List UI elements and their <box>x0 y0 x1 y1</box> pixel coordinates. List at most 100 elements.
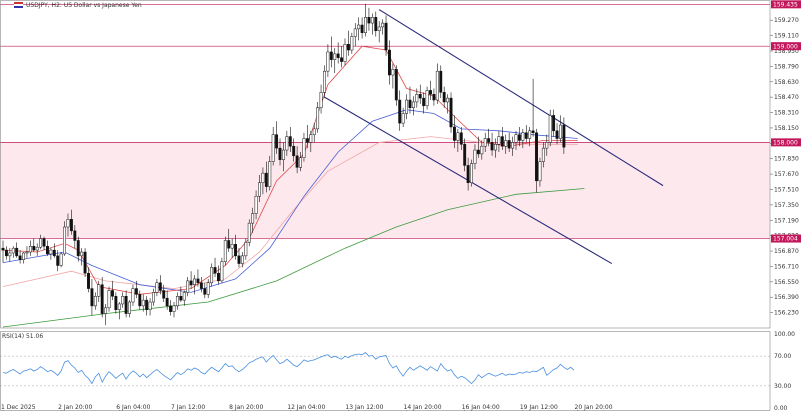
rsi-header: RSI(14) 51.06 <box>2 333 43 340</box>
sma-slow-line <box>2 188 585 328</box>
candle-body <box>381 22 385 28</box>
channel-upper-line <box>378 9 664 187</box>
candle-body <box>384 22 388 51</box>
candle-body <box>545 142 549 149</box>
candle-body <box>220 261 224 282</box>
candle-body <box>158 282 162 291</box>
candle-body <box>1 247 5 251</box>
candle-body <box>134 288 138 295</box>
candle-body <box>367 17 371 24</box>
candle-body <box>165 297 169 307</box>
candle-body <box>562 124 566 148</box>
candle-body <box>343 43 347 62</box>
candle-body <box>487 138 491 143</box>
chart-header: USDJPY, H2: US Dollar vs Japanese Yen <box>14 2 142 9</box>
candle-body <box>124 296 128 314</box>
candle-body <box>415 94 419 103</box>
candle-body <box>90 288 94 307</box>
price-level-tag <box>771 234 801 243</box>
x-tick-label: 8 Jan 20:00 <box>229 404 263 411</box>
candle-body <box>49 249 53 255</box>
candle-body <box>377 26 381 32</box>
candle-body <box>93 296 97 307</box>
y-tick-label: 158.790 <box>774 63 799 70</box>
candle-body <box>271 134 275 162</box>
y-tick-label: 159.270 <box>774 17 799 24</box>
candle-body <box>401 113 405 124</box>
candle-body <box>394 69 398 101</box>
candle-body <box>548 115 552 143</box>
candle-body <box>4 249 8 257</box>
y-tick-label: 157.350 <box>774 202 799 209</box>
candle-body <box>152 292 155 303</box>
candle-body <box>281 149 285 160</box>
rsi-tick-label: 30.00 <box>774 383 791 390</box>
y-tick-label: 158.150 <box>774 125 799 132</box>
candle-body <box>199 282 203 289</box>
candle-body <box>391 69 395 76</box>
candle-body <box>22 252 25 260</box>
candle-body <box>323 70 326 93</box>
candle-body <box>490 142 494 151</box>
candle-body <box>295 155 299 168</box>
candle-body <box>32 245 36 251</box>
candle-body <box>230 244 234 249</box>
x-tick-label: 1 Dec 2025 <box>1 404 36 411</box>
y-tick-label: 158.310 <box>774 110 799 117</box>
candle-body <box>329 51 333 60</box>
y-tick-label: 156.230 <box>774 310 799 317</box>
candle-body <box>275 134 279 149</box>
candle-body <box>268 161 272 187</box>
candle-body <box>186 280 190 293</box>
candle-body <box>28 245 32 253</box>
y-tick-label: 156.710 <box>774 263 799 270</box>
candle-body <box>552 115 556 132</box>
y-tick-label: 156.390 <box>774 294 799 301</box>
candle-body <box>446 97 450 103</box>
candle-body <box>538 161 542 182</box>
candle-body <box>213 267 217 274</box>
candle-body <box>42 238 46 247</box>
candle-body <box>46 245 49 255</box>
y-tick-label: 159.110 <box>774 33 799 40</box>
candle-body <box>473 149 477 164</box>
candle-body <box>182 292 186 301</box>
candle-body <box>463 144 467 166</box>
candle-body <box>521 132 525 141</box>
candle-body <box>346 43 350 51</box>
candle-body <box>459 132 463 145</box>
x-tick-label: 6 Jan 04:00 <box>116 404 150 411</box>
candle-body <box>466 165 470 184</box>
y-tick-label: 157.830 <box>774 156 799 163</box>
candle-body <box>15 247 19 257</box>
candle-body <box>422 97 426 107</box>
y-tick-label: 157.510 <box>774 186 799 193</box>
candle-body <box>480 145 484 155</box>
candle-body <box>59 253 63 266</box>
x-tick-label: 2 Jan 20:00 <box>58 404 92 411</box>
candle-body <box>405 99 409 114</box>
candle-body <box>244 242 248 257</box>
candle-body <box>117 303 121 310</box>
candle-body <box>497 136 501 145</box>
candle-body <box>148 301 152 310</box>
candle-body <box>360 24 364 33</box>
candle-body <box>514 134 518 143</box>
candle-body <box>507 140 511 149</box>
candle-body <box>39 238 43 248</box>
candle-body <box>425 90 429 107</box>
candle-body <box>439 70 443 93</box>
rsi-line <box>2 351 575 385</box>
y-tick-label: 157.670 <box>774 171 799 178</box>
candle-body <box>162 290 166 299</box>
candle-body <box>66 219 70 228</box>
candle-body <box>237 255 241 264</box>
candle-body <box>261 172 265 184</box>
candle-body <box>193 278 196 285</box>
candle-body <box>234 244 238 257</box>
price-level-label: 157.004 <box>773 236 798 243</box>
candle-body <box>470 163 473 184</box>
candle-body <box>429 90 432 95</box>
